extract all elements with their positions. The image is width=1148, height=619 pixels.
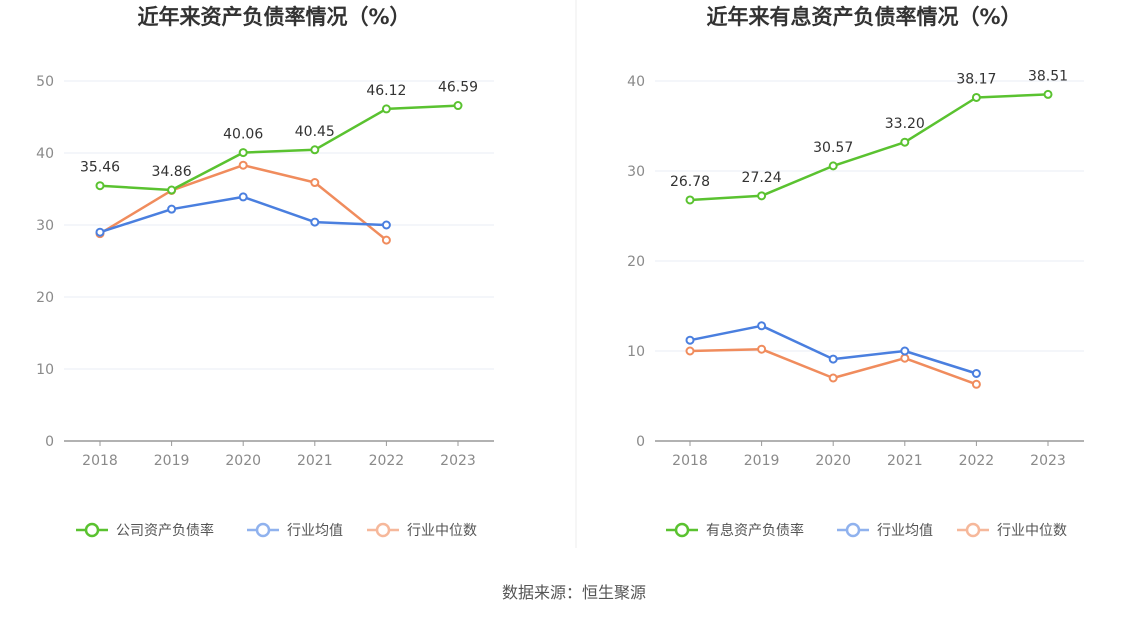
data-point bbox=[971, 369, 981, 378]
data-point bbox=[381, 104, 391, 114]
x-tick-label: 2023 bbox=[440, 453, 476, 469]
data-point bbox=[167, 204, 177, 214]
data-label: 35.46 bbox=[80, 160, 120, 176]
data-point bbox=[828, 354, 838, 364]
x-tick-label: 2018 bbox=[82, 453, 118, 469]
data-point bbox=[685, 195, 695, 205]
y-tick-label: 10 bbox=[627, 344, 645, 360]
data-point bbox=[95, 227, 105, 237]
data-point bbox=[238, 148, 248, 158]
data-point bbox=[453, 101, 463, 111]
data-source-label: 数据来源：恒生聚源 bbox=[502, 583, 646, 602]
data-point bbox=[685, 346, 695, 356]
x-tick-label: 2018 bbox=[672, 453, 708, 469]
data-point bbox=[828, 161, 838, 171]
legend-label: 行业中位数 bbox=[997, 523, 1067, 539]
data-point bbox=[757, 344, 767, 354]
data-point bbox=[381, 235, 391, 245]
legend-label: 行业中位数 bbox=[407, 523, 477, 539]
y-tick-label: 0 bbox=[45, 434, 54, 450]
x-tick-label: 2020 bbox=[225, 453, 261, 469]
x-tick-label: 2022 bbox=[959, 453, 995, 469]
legend-label: 公司资产负债率 bbox=[116, 522, 214, 539]
y-tick-label: 0 bbox=[636, 434, 645, 450]
legend-label: 有息资产负债率 bbox=[706, 522, 804, 539]
data-label: 30.57 bbox=[813, 140, 853, 156]
data-point bbox=[238, 192, 248, 202]
series-line-0 bbox=[689, 93, 1049, 202]
data-point bbox=[381, 220, 391, 230]
x-tick-label: 2019 bbox=[154, 453, 190, 469]
data-point bbox=[757, 321, 767, 331]
y-tick-label: 50 bbox=[36, 74, 54, 90]
data-point bbox=[238, 160, 248, 170]
data-point bbox=[828, 373, 838, 383]
data-point bbox=[95, 181, 105, 191]
x-tick-label: 2019 bbox=[744, 453, 780, 469]
legend-marker bbox=[84, 522, 100, 538]
legend-item-0: 公司资产负债率 bbox=[76, 522, 214, 539]
legend-marker bbox=[375, 522, 391, 538]
data-label: 26.78 bbox=[670, 174, 710, 190]
legend-label: 行业均值 bbox=[287, 523, 343, 539]
data-point bbox=[685, 335, 695, 345]
data-label: 46.59 bbox=[438, 80, 478, 96]
data-point bbox=[310, 178, 320, 188]
data-point bbox=[900, 353, 910, 363]
data-label: 46.12 bbox=[366, 83, 406, 99]
data-point bbox=[310, 217, 320, 227]
data-point bbox=[900, 346, 910, 356]
data-label: 40.45 bbox=[295, 124, 335, 140]
legend-item-0: 有息资产负债率 bbox=[666, 522, 804, 539]
data-point bbox=[900, 137, 910, 147]
x-tick-label: 2021 bbox=[297, 453, 333, 469]
data-point bbox=[167, 185, 177, 195]
data-point bbox=[971, 379, 981, 389]
data-label: 38.51 bbox=[1028, 68, 1068, 84]
data-point bbox=[1043, 89, 1053, 99]
data-label: 34.86 bbox=[152, 164, 192, 180]
series-line-1 bbox=[99, 195, 387, 234]
y-tick-label: 40 bbox=[627, 74, 645, 90]
data-label: 33.20 bbox=[885, 116, 925, 132]
legend-item-1: 行业均值 bbox=[247, 522, 343, 539]
data-point bbox=[971, 92, 981, 102]
data-label: 27.24 bbox=[742, 170, 782, 186]
legend-marker bbox=[845, 522, 861, 538]
data-label: 40.06 bbox=[223, 127, 263, 143]
x-tick-label: 2022 bbox=[369, 453, 405, 469]
data-point bbox=[757, 191, 767, 201]
legend-marker bbox=[674, 522, 690, 538]
series-line-2 bbox=[99, 163, 388, 242]
y-tick-label: 30 bbox=[36, 218, 54, 234]
legend-marker bbox=[965, 522, 981, 538]
chart-panel-debt-ratio: 近年来资产负债率情况（%） 0 10 20 30 40 50 2018 2019 2020 202… bbox=[36, 5, 494, 539]
chart-title: 近年来有息资产负债率情况（%） bbox=[706, 5, 1021, 29]
chart-title: 近年来资产负债率情况（%） bbox=[137, 5, 410, 29]
x-tick-label: 2020 bbox=[815, 453, 851, 469]
series-line-0 bbox=[99, 104, 459, 192]
legend-label: 行业均值 bbox=[877, 523, 933, 539]
y-tick-label: 10 bbox=[36, 362, 54, 378]
legend-item-1: 行业均值 bbox=[837, 522, 933, 539]
legend-item-2: 行业中位数 bbox=[957, 522, 1067, 539]
x-tick-label: 2023 bbox=[1030, 453, 1066, 469]
legend-item-2: 行业中位数 bbox=[367, 522, 477, 539]
y-tick-label: 20 bbox=[627, 254, 645, 270]
legend-marker bbox=[255, 522, 271, 538]
data-label: 38.17 bbox=[956, 71, 996, 87]
chart-panel-interest-debt-ratio: 近年来有息资产负债率情况（%） 0 10 20 30 40 2018 2019 2020 202… bbox=[627, 5, 1084, 539]
y-tick-label: 20 bbox=[36, 290, 54, 306]
data-point bbox=[310, 145, 320, 155]
x-tick-label: 2021 bbox=[887, 453, 923, 469]
y-tick-label: 40 bbox=[36, 146, 54, 162]
y-tick-label: 30 bbox=[627, 164, 645, 180]
